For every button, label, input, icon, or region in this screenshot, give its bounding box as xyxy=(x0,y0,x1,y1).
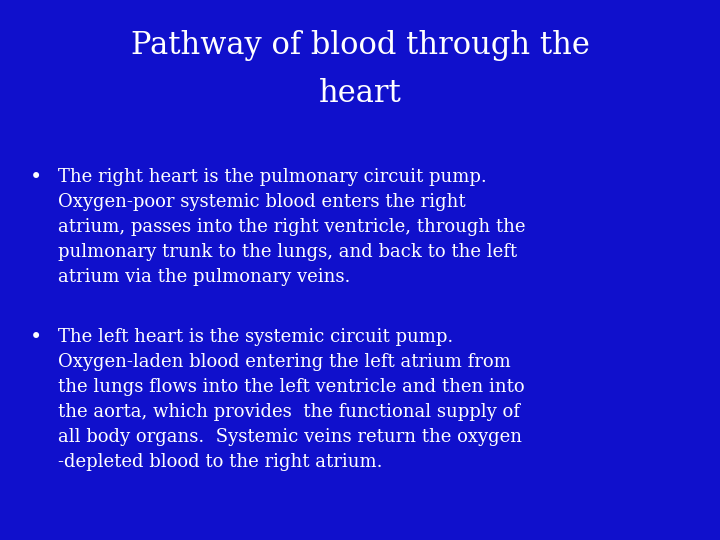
Text: Pathway of blood through the: Pathway of blood through the xyxy=(130,30,590,61)
Text: heart: heart xyxy=(319,78,401,109)
Text: •: • xyxy=(30,168,42,187)
Text: The left heart is the systemic circuit pump.
Oxygen-laden blood entering the lef: The left heart is the systemic circuit p… xyxy=(58,328,525,471)
Text: •: • xyxy=(30,328,42,347)
Text: The right heart is the pulmonary circuit pump.
Oxygen-poor systemic blood enters: The right heart is the pulmonary circuit… xyxy=(58,168,526,286)
